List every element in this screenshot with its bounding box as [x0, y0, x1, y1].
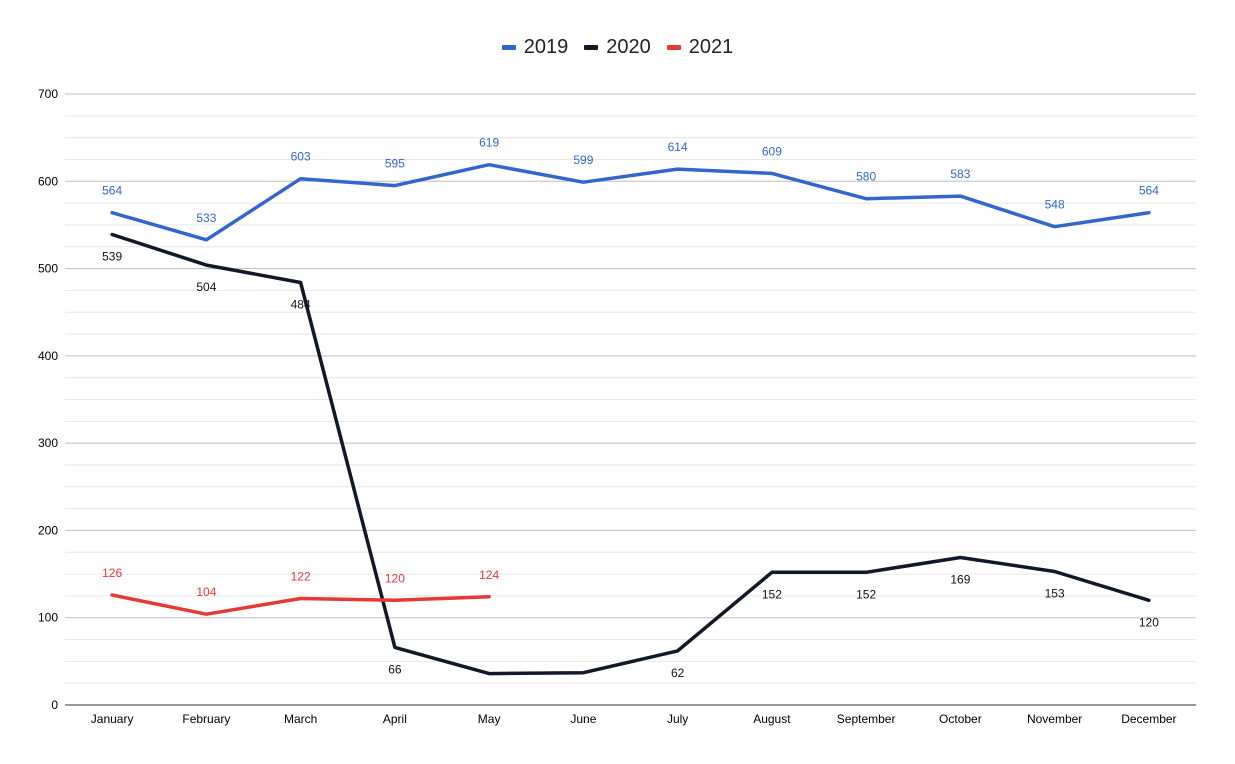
y-tick-label: 200: [38, 523, 58, 537]
data-label-2019: 564: [102, 184, 122, 198]
x-tick-label: June: [570, 712, 596, 726]
y-tick-label: 700: [38, 87, 58, 101]
data-label-2020: 169: [950, 572, 970, 586]
data-label-2021: 124: [479, 568, 499, 582]
legend-item-2019: 2019: [501, 36, 569, 59]
x-tick-label: September: [837, 712, 896, 726]
x-tick-label: November: [1027, 712, 1082, 726]
y-tick-label: 0: [51, 698, 58, 712]
legend-swatch-2019: [501, 45, 516, 50]
data-label-2020: 152: [856, 587, 876, 601]
series-line-2019: [110, 162, 1151, 242]
legend-item-2020: 2020: [584, 36, 651, 59]
legend-label-2020: 2020: [606, 36, 651, 58]
y-tick-label: 100: [38, 611, 58, 625]
x-tick-label: March: [284, 712, 317, 726]
data-label-2019: 564: [1139, 184, 1159, 198]
data-label-2021: 126: [102, 566, 122, 580]
data-label-2019: 599: [573, 153, 593, 167]
x-tick-label: January: [91, 712, 134, 726]
legend-swatch-2020: [584, 45, 599, 50]
legend-label-2021: 2021: [688, 36, 734, 58]
data-label-2019: 583: [950, 167, 970, 181]
x-tick-label: April: [383, 712, 407, 726]
data-label-2020: 504: [196, 280, 216, 294]
data-label-2020: 66: [388, 662, 402, 676]
legend-label-2019: 2019: [523, 36, 569, 58]
x-tick-label: December: [1121, 712, 1176, 726]
series-line-2021: [110, 593, 491, 616]
data-label-2020: 62: [671, 666, 685, 680]
data-label-2021: 104: [196, 585, 216, 599]
data-label-2019: 533: [196, 211, 216, 225]
data-label-2019: 619: [479, 136, 499, 150]
data-label-2019: 614: [668, 140, 688, 154]
y-tick-label: 600: [38, 174, 58, 188]
x-tick-label: October: [939, 712, 982, 726]
x-tick-label: February: [182, 712, 230, 726]
series-line-2020: [110, 232, 1151, 676]
data-label-2020: 484: [291, 298, 311, 312]
y-tick-label: 500: [38, 262, 58, 276]
chart-legend: 2019 2020 2021: [0, 36, 1235, 59]
x-tick-label: July: [667, 712, 688, 726]
x-tick-label: May: [478, 712, 501, 726]
data-label-2019: 595: [385, 157, 405, 171]
data-label-2020: 152: [762, 587, 782, 601]
data-label-2020: 539: [102, 250, 122, 264]
data-label-2019: 580: [856, 170, 876, 184]
data-label-2019: 548: [1045, 198, 1065, 212]
legend-swatch-2021: [666, 45, 681, 50]
data-label-2021: 122: [291, 570, 311, 584]
y-tick-label: 300: [38, 436, 58, 450]
data-label-2019: 603: [291, 150, 311, 164]
legend-item-2021: 2021: [666, 36, 734, 59]
data-label-2019: 609: [762, 144, 782, 158]
data-label-2021: 120: [385, 571, 405, 585]
data-label-2020: 120: [1139, 615, 1159, 629]
y-tick-label: 400: [38, 349, 58, 363]
data-label-2020: 153: [1045, 586, 1065, 600]
x-tick-label: August: [753, 712, 791, 726]
